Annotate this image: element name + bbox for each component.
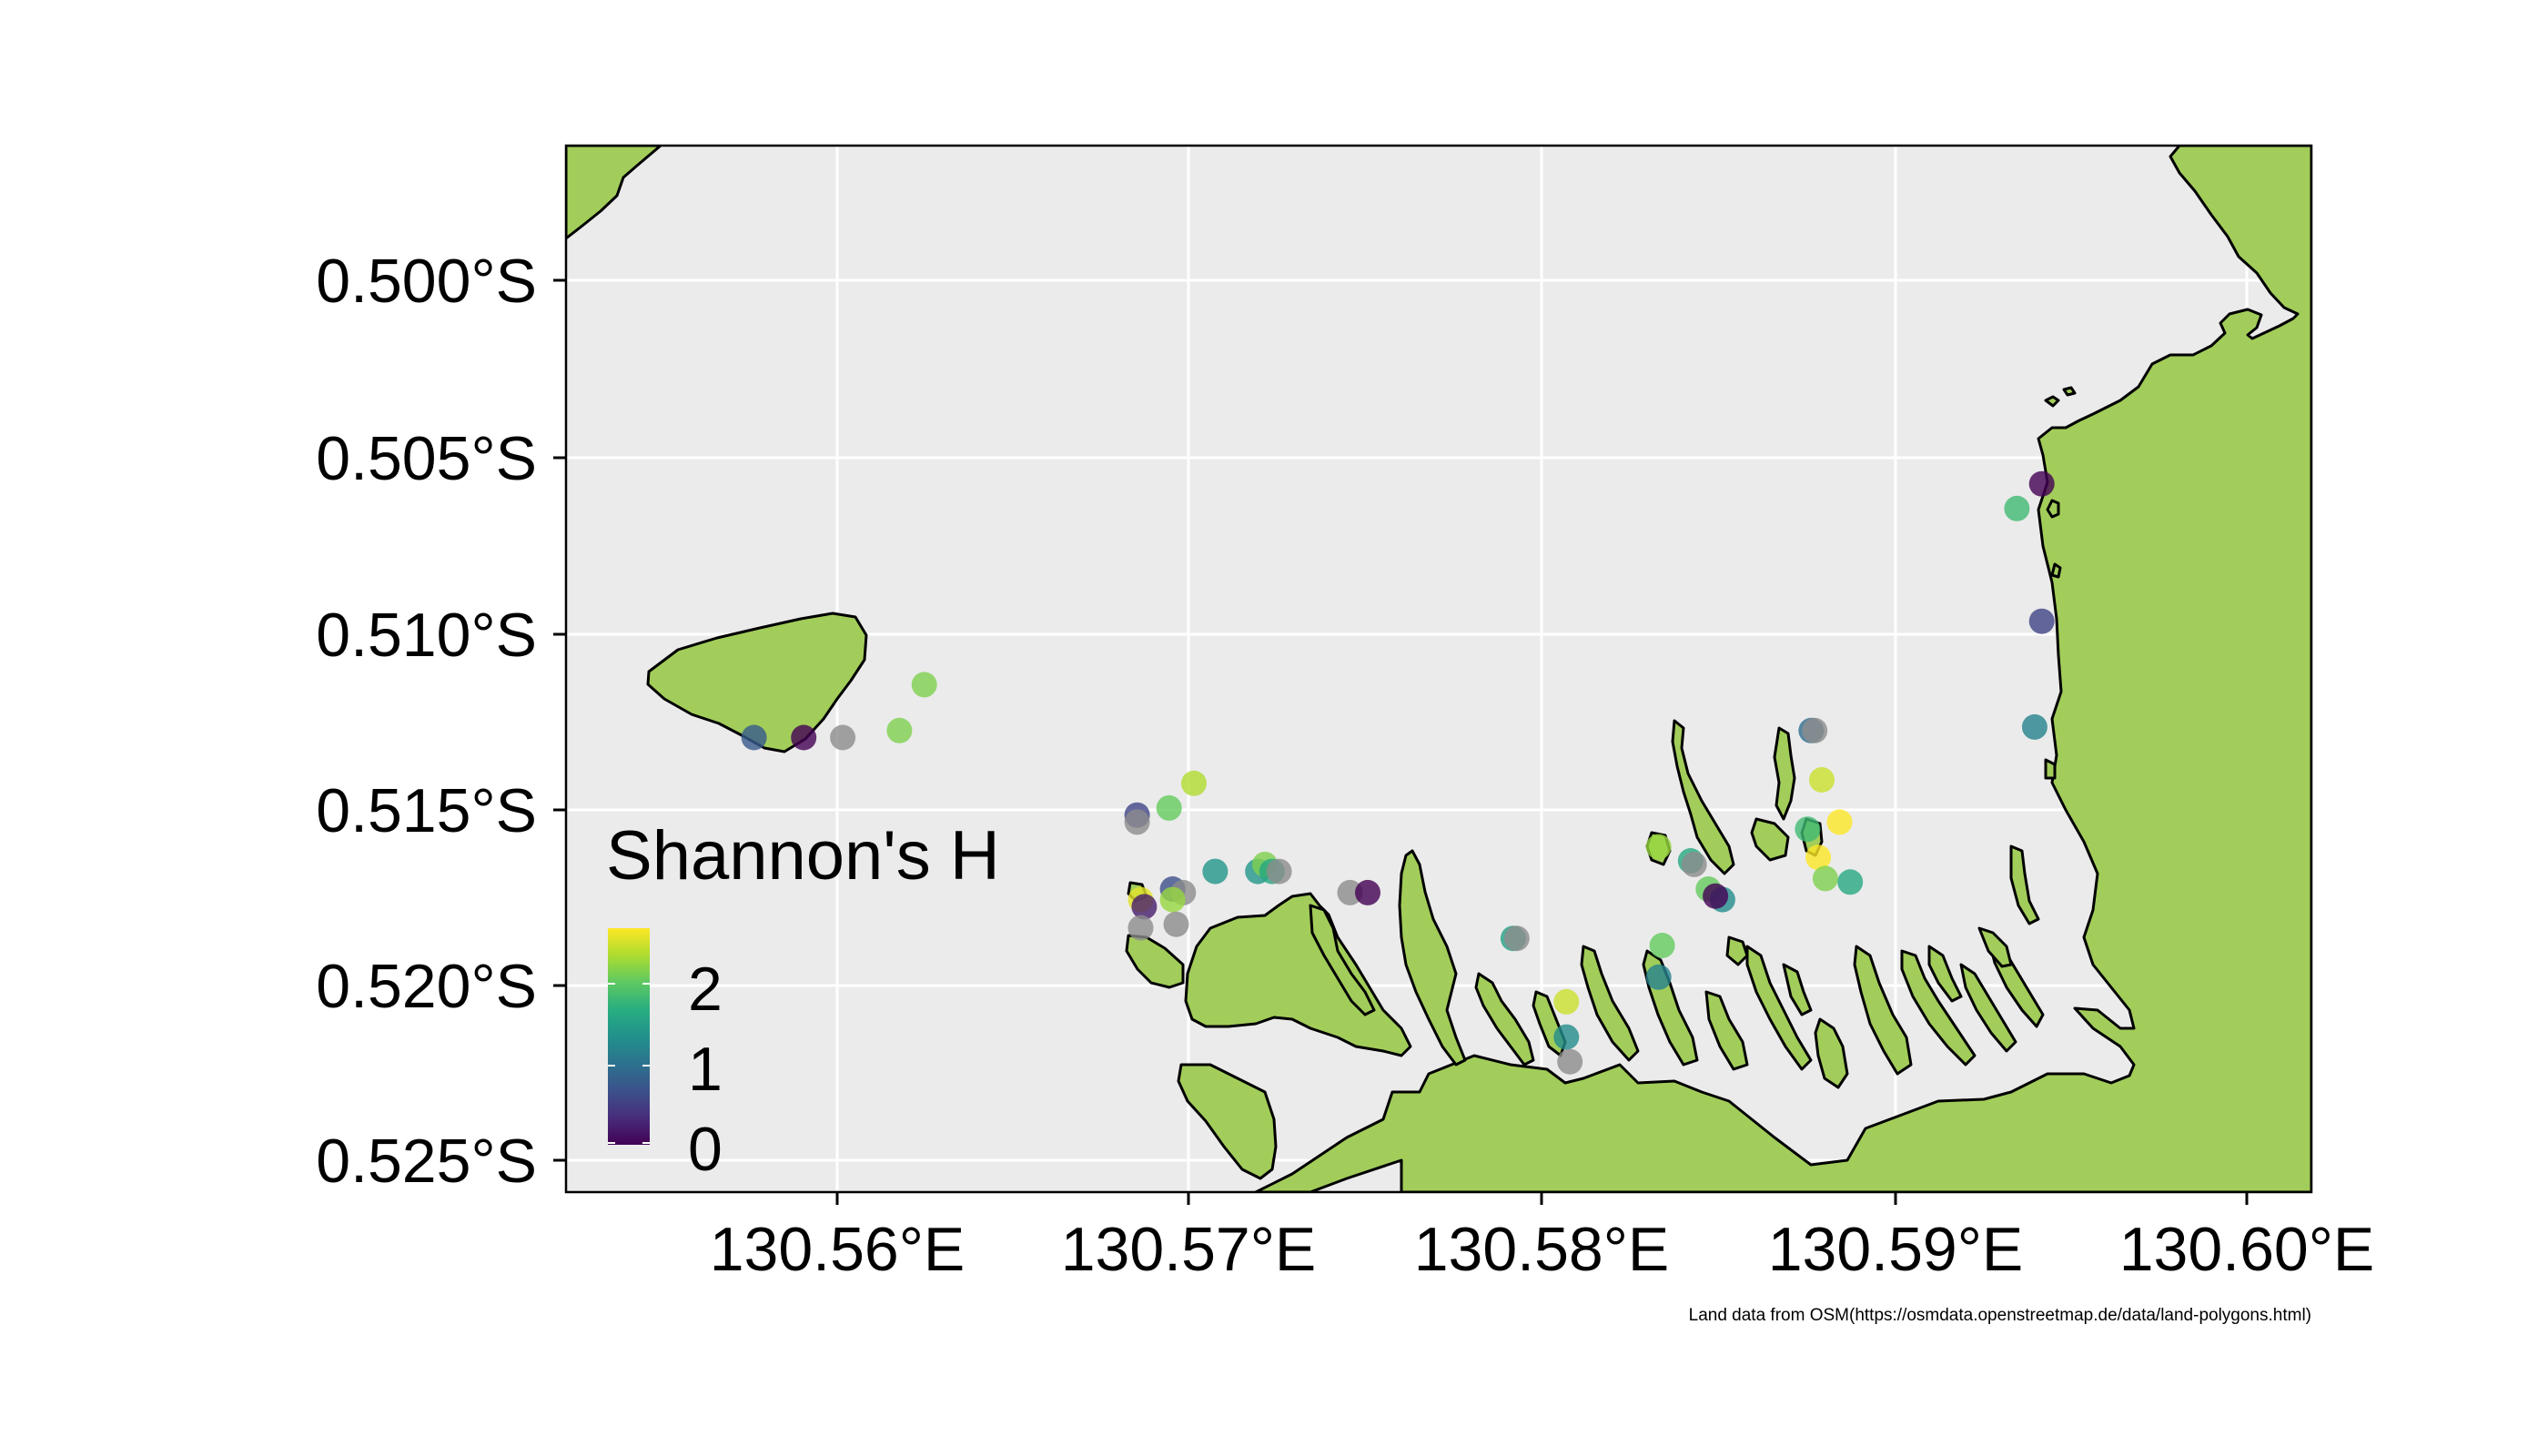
sample-point — [830, 724, 856, 751]
land-tiny-east-islet — [2044, 395, 2060, 408]
land-finger-8 — [1745, 945, 1813, 1071]
sample-point — [1163, 911, 1189, 937]
legend: Shannon's H 0 1 2 — [606, 817, 1000, 1184]
sample-point — [1703, 883, 1729, 909]
land-arm-north-3 — [1750, 817, 1790, 862]
land-northwest-corner — [566, 146, 662, 240]
y-tick-labels: 0.500°S 0.505°S 0.510°S 0.515°S 0.520°S … — [316, 247, 537, 1196]
sample-point — [1159, 886, 1186, 913]
sample-point — [1355, 879, 1380, 905]
land-east-islet-3 — [2050, 562, 2062, 579]
land-finger-3 — [1474, 972, 1535, 1067]
sample-point — [1503, 925, 1530, 952]
y-axis — [553, 278, 566, 1162]
sample-point — [886, 717, 913, 743]
sample-point — [1553, 1024, 1580, 1050]
x-tick-label: 130.57°E — [1061, 1215, 1317, 1284]
sample-point — [1557, 1048, 1583, 1075]
sample-points — [741, 470, 2055, 1075]
land-finger-5 — [1580, 945, 1640, 1062]
sample-point — [1837, 869, 1864, 895]
sample-point — [2021, 713, 2048, 740]
sample-point — [1812, 865, 1838, 892]
land-polygons — [566, 146, 2311, 1192]
land-east-islet-4 — [2044, 758, 2057, 780]
sample-point — [1826, 809, 1853, 835]
land-southwest-islet — [1177, 1063, 1278, 1180]
legend-title: Shannon's H — [606, 817, 1000, 895]
x-axis — [835, 1192, 2249, 1205]
sample-point — [2004, 495, 2030, 521]
panel-border — [564, 144, 2313, 1194]
sample-point — [741, 724, 767, 751]
land-finger-10 — [1814, 1017, 1849, 1089]
sample-point — [1645, 834, 1672, 860]
sample-point — [1809, 767, 1835, 793]
x-tick-label: 130.58°E — [1414, 1215, 1670, 1284]
land-arm-north-2 — [1773, 726, 1796, 821]
legend-tick-label: 1 — [688, 1035, 723, 1104]
land-finger-2 — [1309, 904, 1376, 1016]
sample-point — [911, 672, 937, 698]
land-central-island — [1184, 892, 1412, 1057]
land-east-islet-2 — [2046, 499, 2060, 519]
sample-point — [791, 724, 817, 751]
x-tick-label: 130.60°E — [2119, 1215, 2375, 1284]
sample-point — [1266, 858, 1292, 885]
land-finger-13 — [1927, 945, 1963, 1003]
sample-point — [1645, 964, 1672, 990]
sample-point — [1181, 770, 1207, 796]
sample-point — [2028, 608, 2055, 634]
sample-point — [1337, 879, 1363, 905]
land-finger-11 — [1853, 945, 1913, 1076]
land-tiny-east-islet-2 — [2062, 386, 2077, 397]
land-finger-1 — [1398, 849, 1467, 1067]
x-tick-label: 130.56°E — [710, 1215, 966, 1284]
legend-tick-label: 2 — [688, 955, 723, 1024]
land-east-islet-1 — [2009, 844, 2040, 925]
x-tick-labels: 130.56°E 130.57°E 130.58°E 130.59°E 130.… — [710, 1215, 2375, 1284]
y-tick-label: 0.500°S — [316, 247, 537, 316]
sample-point — [1131, 894, 1158, 920]
sample-point — [1681, 851, 1707, 877]
sample-point — [1124, 809, 1150, 835]
x-tick-label: 130.59°E — [1768, 1215, 2024, 1284]
y-tick-label: 0.515°S — [316, 776, 537, 845]
sample-point — [1553, 988, 1580, 1015]
land-finger-9 — [1782, 963, 1813, 1016]
land-mid-islet-2 — [1725, 935, 1749, 966]
land-arm-north-1 — [1671, 719, 1735, 875]
sample-point — [1127, 915, 1154, 941]
land-finger-12 — [1900, 949, 1977, 1067]
legend-colorbar — [608, 928, 650, 1145]
legend-tick-label: 0 — [688, 1115, 723, 1184]
sample-point — [1805, 844, 1832, 871]
y-tick-label: 0.520°S — [316, 952, 537, 1021]
land-small-west-islet — [1125, 934, 1185, 989]
sample-point — [1156, 794, 1182, 821]
sample-point — [1202, 858, 1228, 885]
y-tick-label: 0.525°S — [316, 1127, 537, 1196]
sample-point — [1795, 816, 1821, 843]
sample-point — [1649, 933, 1675, 958]
y-tick-label: 0.505°S — [316, 424, 537, 493]
land-finger-16 — [1977, 926, 2013, 968]
land-west-island — [646, 612, 868, 753]
data-source-caption: Land data from OSM(https://osmdata.opens… — [1689, 1306, 2311, 1325]
y-tick-label: 0.510°S — [316, 601, 537, 670]
sample-point — [2028, 470, 2055, 497]
sample-point — [1802, 717, 1828, 743]
land-finger-14 — [1959, 963, 2017, 1053]
land-finger-7 — [1704, 990, 1749, 1071]
land-northeast-headland — [1254, 146, 2311, 1192]
